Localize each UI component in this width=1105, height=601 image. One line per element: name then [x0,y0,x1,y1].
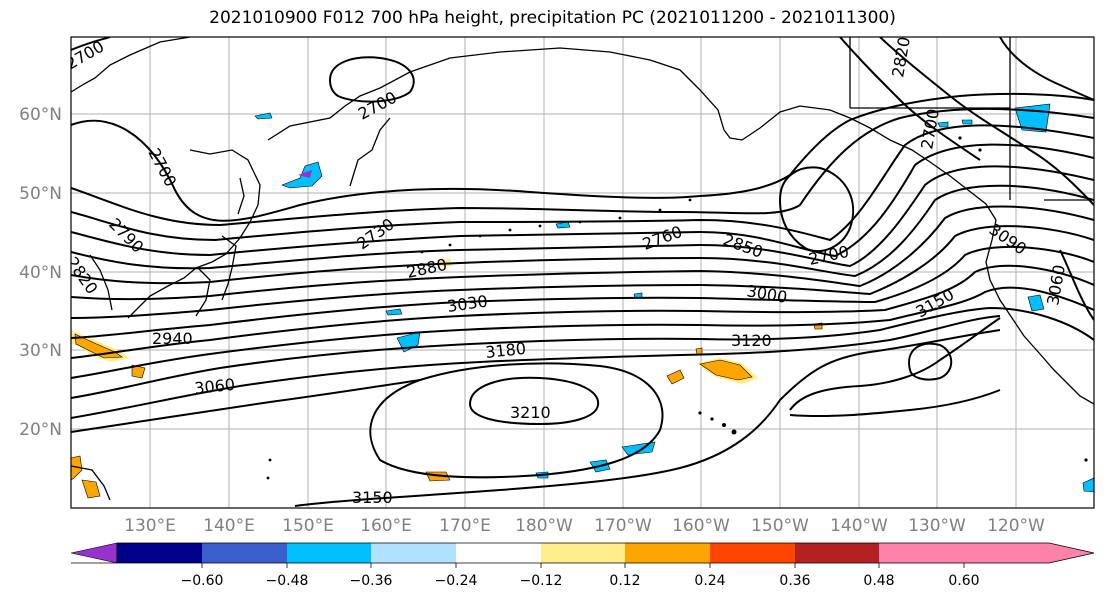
colorbar-segment [710,543,795,563]
contour-label: 3210 [510,403,551,422]
coastlines [71,37,1094,501]
plot-frame [70,36,1095,509]
lon-label: 140°E [203,516,255,536]
colorbar-segment [202,543,287,563]
colorbar: −0.60 −0.48 −0.36 −0.24 −0.12 0.12 0.24 … [70,542,1095,589]
contour-label: 3120 [731,331,772,350]
contour-label: 3150 [352,488,393,507]
colorbar-segment [541,543,625,563]
lat-label: 40°N [19,263,62,283]
colorbar-tick-label: 0.24 [694,573,725,589]
longitude-labels: 130°E 140°E 150°E 160°E 170°E 180°W 170°… [124,516,1045,536]
lat-label: 30°N [19,341,62,361]
colorbar-tick-label: 0.60 [948,573,979,589]
lon-label: 120°W [987,516,1045,536]
colorbar-min-extension [70,542,118,564]
contour-label: 3180 [484,339,526,362]
lon-label: 130°E [124,516,176,536]
lat-label: 50°N [19,184,62,204]
colorbar-tick-label: −0.36 [350,573,393,589]
colorbar-max-extension [964,543,1094,563]
colorbar-segment [117,543,202,563]
lon-label: 170°W [594,516,652,536]
colorbar-tick-label: −0.24 [435,573,478,589]
contour-label: 2940 [152,329,193,348]
colorbar-tick-label: −0.60 [181,573,224,589]
latitude-labels: 60°N 50°N 40°N 30°N 20°N [19,105,62,440]
colorbar-segment [287,543,372,563]
lon-label: 170°E [439,516,491,536]
lon-label: 160°W [672,516,730,536]
colorbar-tick-label: 0.48 [863,573,894,589]
lat-label: 60°N [19,105,62,125]
colorbar-segment [795,543,879,563]
colorbar-tick-label: 0.12 [609,573,640,589]
lat-label: 20°N [19,420,62,440]
colorbar-segment [879,543,964,563]
height-contours [71,37,1094,507]
lon-label: 140°W [830,516,888,536]
colorbar-segment [456,543,541,563]
lon-label: 160°E [360,516,412,536]
contour-label: 3060 [193,375,235,398]
lon-label: 180°W [515,516,573,536]
islands [266,136,1088,480]
colorbar-segment [625,543,710,563]
colorbar-tick-label: 0.36 [779,573,810,589]
colorbar-segment [371,543,456,563]
map-title: 2021010900 F012 700 hPa height, precipit… [209,8,896,28]
lon-label: 150°W [751,516,809,536]
colorbar-tick-label: −0.12 [520,573,563,589]
lon-label: 130°W [908,516,966,536]
colorbar-tick-label: −0.48 [266,573,309,589]
lon-label: 150°E [282,516,334,536]
